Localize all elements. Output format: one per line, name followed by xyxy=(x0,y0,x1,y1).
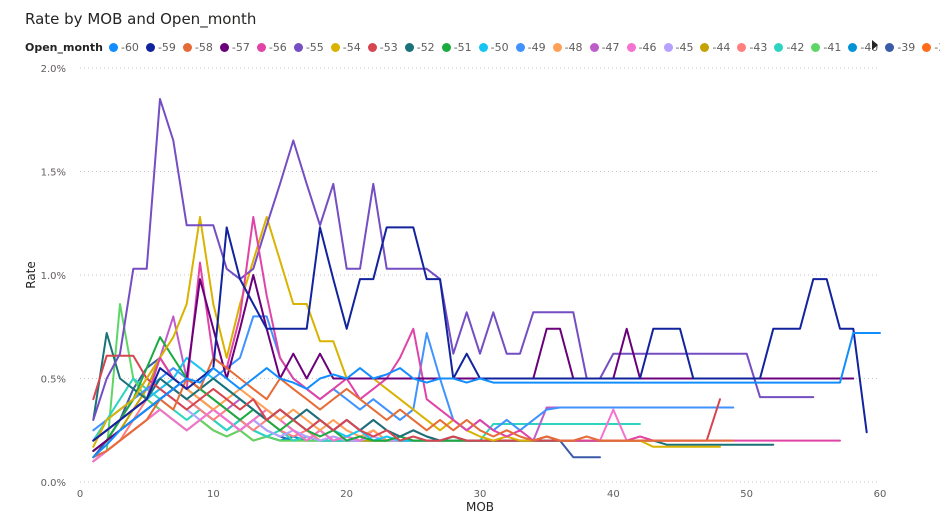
legend-marker xyxy=(219,42,229,52)
legend-item[interactable]: -59 xyxy=(145,40,176,54)
legend-marker xyxy=(367,42,377,52)
legend-marker xyxy=(515,42,525,52)
legend-label: -45 xyxy=(675,40,694,54)
series-line[interactable] xyxy=(92,356,735,459)
legend-marker xyxy=(478,42,488,52)
legend-label: -50 xyxy=(490,40,509,54)
legend-item[interactable]: -38 xyxy=(922,41,940,54)
legend-label: -60 xyxy=(120,40,139,54)
legend-label: -53 xyxy=(379,40,398,54)
series-line[interactable] xyxy=(92,332,881,459)
series-layer xyxy=(92,98,881,463)
legend-item[interactable]: -51 xyxy=(441,40,472,54)
legend-marker xyxy=(848,42,858,52)
legend-label: -38 xyxy=(934,40,940,54)
y-tick-label: 0.5% xyxy=(41,375,66,386)
legend-title: Open_month xyxy=(25,40,103,54)
legend-label: -39 xyxy=(897,40,916,54)
legend-label: -51 xyxy=(453,40,472,54)
y-tick-label: 1.5% xyxy=(41,168,66,179)
y-tick-label: 1.0% xyxy=(41,271,66,282)
legend-marker xyxy=(626,42,636,52)
legend-item[interactable]: -58 xyxy=(182,40,213,54)
legend-item[interactable]: -53 xyxy=(367,40,398,54)
legend-item[interactable]: -56 xyxy=(256,40,287,54)
legend-item[interactable]: -52 xyxy=(404,40,435,54)
legend-label: -46 xyxy=(638,40,657,54)
legend-marker xyxy=(293,42,303,52)
legend-item[interactable]: -46 xyxy=(626,40,657,54)
legend-label: -42 xyxy=(786,40,805,54)
legend-item[interactable]: -45 xyxy=(663,40,694,54)
legend-item[interactable]: -48 xyxy=(552,40,583,54)
legend-item[interactable]: -50 xyxy=(478,40,509,54)
legend-label: -44 xyxy=(712,40,731,54)
legend-item[interactable]: -42 xyxy=(774,41,804,54)
x-axis-title: MOB xyxy=(466,500,494,514)
legend-marker xyxy=(256,42,266,52)
legend-label: -49 xyxy=(527,40,546,54)
legend-marker xyxy=(774,42,784,52)
x-tick-label: 20 xyxy=(340,489,353,500)
legend-label: -43 xyxy=(749,40,768,54)
x-tick-label: 10 xyxy=(207,489,220,500)
legend-item[interactable]: -60 xyxy=(108,40,139,54)
legend: Open_month -60 -59 -58 -57 -56 -55 -54 -53 -52 -5… xyxy=(25,38,940,56)
legend-item[interactable]: -44 xyxy=(700,41,730,54)
legend-item[interactable]: -47 xyxy=(589,40,620,54)
legend-marker xyxy=(885,42,895,52)
y-axis-title: Rate xyxy=(24,261,38,289)
legend-items: -60 -59 -58 -57 -56 -55 -54 -53 -52 -51 -50 -49 -48 -… xyxy=(108,40,940,54)
y-tick-label: 0.0% xyxy=(41,478,66,489)
legend-next-arrow-icon[interactable] xyxy=(872,40,878,50)
legend-item[interactable]: -54 xyxy=(330,40,361,54)
legend-label: -47 xyxy=(601,40,620,54)
legend-label: -56 xyxy=(268,40,287,54)
series-line[interactable] xyxy=(92,332,775,446)
legend-item[interactable]: -57 xyxy=(219,40,250,54)
legend-item[interactable]: -49 xyxy=(515,40,546,54)
legend-item[interactable]: -41 xyxy=(811,41,841,54)
x-tick-label: 50 xyxy=(740,489,753,500)
legend-label: -52 xyxy=(416,40,435,54)
legend-marker xyxy=(811,42,821,52)
chart-title: Rate by MOB and Open_month xyxy=(25,10,257,28)
legend-label: -59 xyxy=(157,40,176,54)
legend-label: -54 xyxy=(342,40,361,54)
legend-marker xyxy=(552,42,562,52)
legend-marker xyxy=(922,42,932,52)
series-line[interactable] xyxy=(92,377,668,442)
x-tick-label: 60 xyxy=(874,489,887,500)
legend-marker xyxy=(700,42,710,52)
legend-marker xyxy=(108,42,118,52)
x-tick-label: 40 xyxy=(607,489,620,500)
legend-item[interactable]: -43 xyxy=(737,41,767,54)
legend-marker xyxy=(404,42,414,52)
legend-item[interactable]: -39 xyxy=(885,41,915,54)
legend-marker xyxy=(330,42,340,52)
legend-marker xyxy=(441,42,451,52)
legend-marker xyxy=(182,42,192,52)
legend-label: -57 xyxy=(231,40,250,54)
x-tick-label: 30 xyxy=(474,489,487,500)
legend-marker xyxy=(589,42,599,52)
legend-marker xyxy=(663,42,673,52)
series-line[interactable] xyxy=(92,98,815,421)
y-tick-label: 2.0% xyxy=(41,64,66,75)
axis-layer: 0.0% 0.5% 1.0% 1.5% 2.0% 0 10 20 30 40 50 60 xyxy=(41,64,887,500)
legend-marker xyxy=(145,42,155,52)
legend-label: -48 xyxy=(564,40,583,54)
x-tick-label: 0 xyxy=(77,489,83,500)
legend-label: -41 xyxy=(823,40,842,54)
legend-label: -55 xyxy=(305,40,324,54)
legend-label: -58 xyxy=(194,40,213,54)
legend-item[interactable]: -55 xyxy=(293,40,324,54)
legend-marker xyxy=(737,42,747,52)
